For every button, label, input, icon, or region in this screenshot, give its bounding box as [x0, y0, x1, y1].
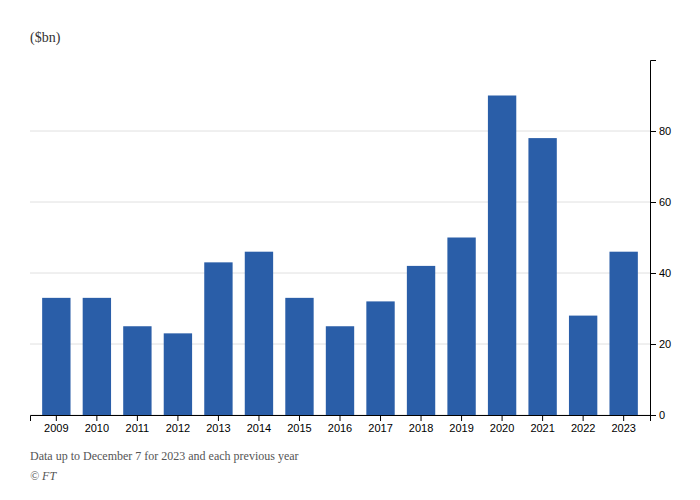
y-tick-mark — [650, 273, 656, 274]
y-tick: 60 — [650, 196, 671, 208]
x-tick-label: 2022 — [571, 422, 595, 434]
grid-line — [30, 131, 650, 132]
footnote: Data up to December 7 for 2023 and each … — [30, 449, 299, 463]
x-tick: 2011 — [126, 415, 150, 434]
bar — [164, 333, 192, 415]
x-tick-mark — [583, 415, 584, 421]
x-tick-mark — [542, 415, 543, 421]
x-axis-line — [31, 416, 651, 422]
x-tick: 2014 — [247, 415, 271, 434]
x-tick-label: 2018 — [409, 422, 433, 434]
x-tick-label: 2015 — [287, 422, 311, 434]
y-tick-label: 40 — [659, 267, 671, 279]
y-axis-label: ($bn) — [30, 30, 61, 46]
x-tick-label: 2010 — [85, 422, 109, 434]
chart-container: 2009 2010 2011 2012 2013 2014 2015 2016 2017 2018… — [0, 0, 700, 500]
plot-area: 2009 2010 2011 2012 2013 2014 2015 2016 2017 2018… — [30, 61, 671, 434]
y-tick-label: 0 — [659, 409, 665, 421]
x-tick-mark — [177, 415, 178, 421]
x-tick: 2016 — [328, 415, 352, 434]
x-tick-label: 2012 — [166, 422, 190, 434]
x-tick-mark — [502, 415, 503, 421]
y-tick-label: 80 — [659, 125, 671, 137]
x-tick: 2009 — [44, 415, 68, 434]
x-tick-mark — [218, 415, 219, 421]
bar — [83, 298, 111, 415]
x-tick: 2013 — [206, 415, 230, 434]
x-tick: 2020 — [490, 415, 514, 434]
y-axis-line — [651, 61, 657, 416]
x-tick-mark — [421, 415, 422, 421]
x-tick: 2018 — [409, 415, 433, 434]
grid — [30, 131, 650, 415]
x-tick: 2012 — [166, 415, 190, 434]
x-tick: 2021 — [530, 415, 554, 434]
x-axis: 2009 2010 2011 2012 2013 2014 2015 2016 2017 2018… — [31, 415, 651, 434]
bar — [204, 262, 232, 415]
y-tick: 0 — [650, 409, 665, 421]
y-tick-label: 20 — [659, 338, 671, 350]
x-tick-label: 2009 — [44, 422, 68, 434]
bar — [326, 326, 354, 415]
x-tick-label: 2013 — [206, 422, 230, 434]
x-tick-mark — [258, 415, 259, 421]
y-tick-mark — [650, 344, 656, 345]
y-tick-mark — [650, 415, 656, 416]
x-tick-label: 2014 — [247, 422, 271, 434]
grid-line — [30, 273, 650, 274]
x-tick-mark — [380, 415, 381, 421]
bar — [42, 298, 70, 415]
bar — [528, 138, 556, 415]
bar — [447, 238, 475, 416]
x-tick-label: 2023 — [611, 422, 635, 434]
bars — [42, 96, 638, 416]
x-tick-mark — [299, 415, 300, 421]
x-tick-mark — [137, 415, 138, 421]
y-axis: 0 20 40 60 80 — [650, 61, 671, 422]
bar — [285, 298, 313, 415]
x-tick: 2015 — [287, 415, 311, 434]
y-tick: 20 — [650, 338, 671, 350]
x-tick-label: 2021 — [530, 422, 554, 434]
y-tick-mark — [650, 131, 656, 132]
footnote: © FT — [30, 469, 57, 483]
x-tick: 2010 — [85, 415, 109, 434]
bar — [366, 301, 394, 415]
bar — [245, 252, 273, 415]
x-tick: 2022 — [571, 415, 595, 434]
chart-svg: 2009 2010 2011 2012 2013 2014 2015 2016 2017 2018… — [0, 0, 700, 500]
x-tick-label: 2017 — [368, 422, 392, 434]
x-tick: 2017 — [368, 415, 392, 434]
grid-line — [30, 202, 650, 203]
x-tick-mark — [340, 415, 341, 421]
x-tick-label: 2020 — [490, 422, 514, 434]
bar — [123, 326, 151, 415]
bar — [569, 316, 597, 415]
x-tick: 2019 — [449, 415, 473, 434]
bar — [488, 96, 516, 416]
x-tick-mark — [56, 415, 57, 421]
bar — [407, 266, 435, 415]
y-tick-label: 60 — [659, 196, 671, 208]
y-tick: 80 — [650, 125, 671, 137]
y-tick-mark — [650, 202, 656, 203]
x-tick: 2023 — [611, 415, 635, 434]
x-tick-label: 2011 — [126, 422, 150, 434]
x-tick-label: 2016 — [328, 422, 352, 434]
bar — [609, 252, 637, 415]
y-tick: 40 — [650, 267, 671, 279]
x-tick-mark — [96, 415, 97, 421]
x-tick-label: 2019 — [449, 422, 473, 434]
x-tick-mark — [461, 415, 462, 421]
x-tick-mark — [623, 415, 624, 421]
